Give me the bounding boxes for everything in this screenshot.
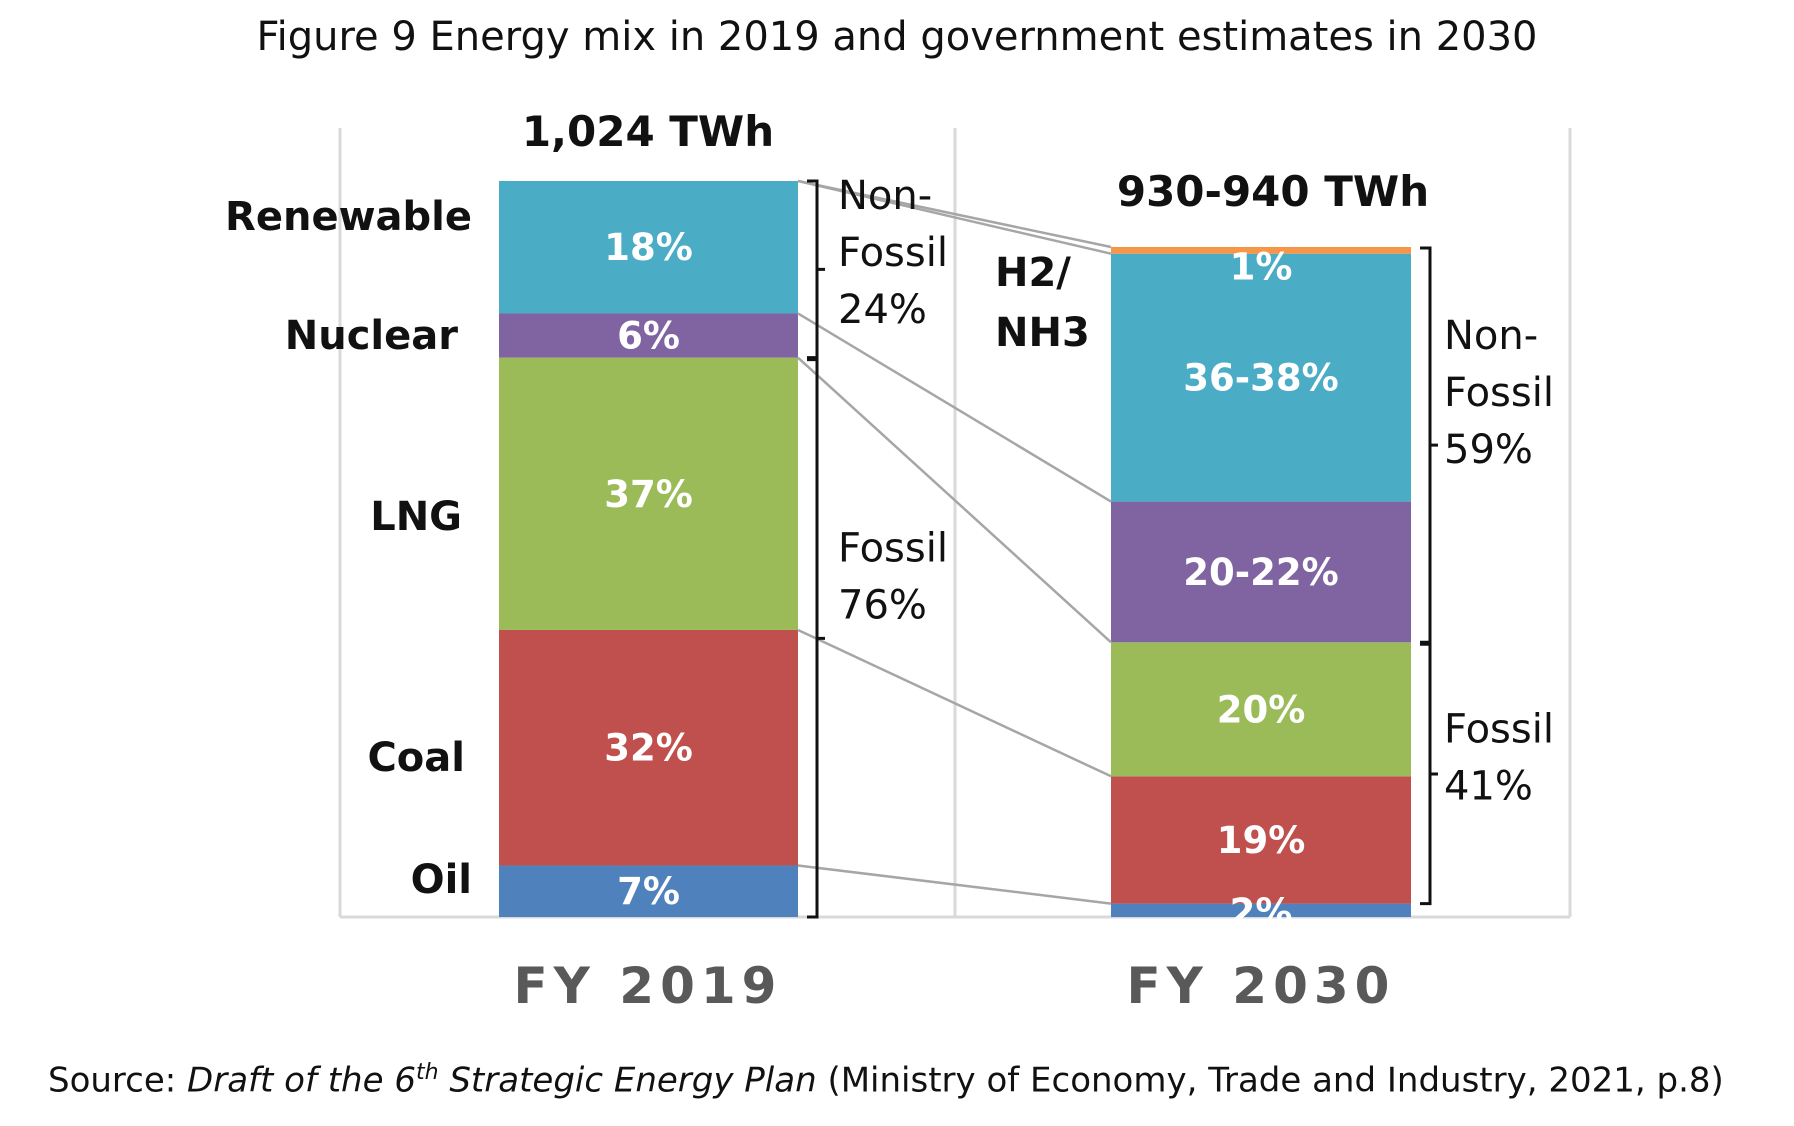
x-tick-label-fy-2030: FY 2030 [1127, 957, 1396, 1015]
group-label-3-line-1: Non- [1444, 313, 1538, 359]
data-label-oil-fy-2019: 7% [617, 870, 680, 913]
source-superscript: th [415, 1060, 439, 1085]
total-label-fy-2019: 1,024 TWh [522, 107, 774, 156]
group-label-4-line-1: Fossil [1444, 707, 1554, 753]
chart-title: Figure 9 Energy mix in 2019 and governme… [256, 14, 1538, 60]
bar-oil-fy-2030 [1111, 903, 1411, 917]
bar-renewable-fy-2019 [499, 181, 798, 314]
bar-lng-fy-2030 [1111, 642, 1411, 777]
series-label-lng: LNG [370, 494, 462, 540]
source-suffix: (Ministry of Economy, Trade and Industry… [816, 1060, 1724, 1101]
bar-nuclear-fy-2019 [499, 313, 798, 358]
group-bracket-1 [807, 179, 825, 360]
data-label-renewable-fy-2030: 36-38% [1183, 357, 1338, 400]
connector-line-3 [797, 312, 1112, 503]
series-label-h2-nh3-line-2: NH3 [995, 310, 1090, 356]
group-label-4-line-2: 41% [1444, 764, 1533, 810]
series-label-h2-nh3-line-1: H2/ [995, 250, 1071, 296]
total-label-fy-2030: 930-940 TWh [1117, 167, 1429, 216]
group-label-2-line-1: Fossil [838, 526, 948, 572]
bar-renewable-fy-2030 [1111, 253, 1411, 502]
data-label-h2-nh3-fy-2030: 1% [1230, 246, 1293, 289]
source-title-part-2: Strategic Energy Plan [438, 1060, 817, 1101]
data-label-nuclear-fy-2019: 6% [617, 315, 680, 358]
series-label-renewable: Renewable [225, 194, 472, 240]
connector-line-2 [797, 179, 1112, 255]
series-label-nuclear: Nuclear [285, 313, 458, 359]
group-label-1-line-1: Non- [838, 173, 932, 219]
source-prefix: Source: [48, 1060, 188, 1101]
group-label-1-line-2: Fossil [838, 230, 948, 276]
group-bracket-2 [807, 358, 825, 919]
bar-oil-fy-2019 [499, 865, 798, 917]
bar-lng-fy-2019 [499, 357, 798, 630]
group-label-1-line-3: 24% [838, 287, 927, 333]
data-label-coal-fy-2030: 19% [1217, 819, 1306, 862]
source-note: Source: Draft of the 6th Strategic Energ… [48, 1060, 1724, 1100]
series-label-coal: Coal [367, 735, 465, 781]
group-label-3-line-2: Fossil [1444, 370, 1554, 416]
group-bracket-3 [1420, 246, 1438, 644]
group-bracket-4 [1420, 642, 1438, 906]
data-label-nuclear-fy-2030: 20-22% [1183, 551, 1338, 594]
data-label-oil-fy-2030: 2% [1230, 891, 1293, 934]
data-label-coal-fy-2019: 32% [604, 727, 693, 770]
energy-mix-chart: 7% 2% 32% 19% 37% 20% 6% 20-22% 18% 36-38% 1% Renew… [225, 107, 1572, 1015]
bar-h2-nh3-fy-2030 [1111, 247, 1411, 254]
bar-coal-fy-2019 [499, 629, 798, 866]
connector-line-6 [797, 864, 1112, 905]
group-label-2-line-2: 76% [838, 583, 927, 629]
bar-coal-fy-2030 [1111, 776, 1411, 904]
connector-line-4 [797, 356, 1112, 644]
data-label-lng-fy-2019: 37% [604, 473, 693, 516]
data-label-renewable-fy-2019: 18% [604, 226, 693, 269]
x-tick-label-fy-2019: FY 2019 [514, 957, 783, 1015]
bar-nuclear-fy-2030 [1111, 501, 1411, 643]
source-title-part-1: Draft of the 6 [187, 1060, 416, 1101]
series-label-oil: Oil [411, 857, 472, 903]
group-label-3-line-3: 59% [1444, 427, 1533, 473]
data-label-lng-fy-2030: 20% [1217, 688, 1306, 731]
connector-line-5 [797, 628, 1112, 778]
